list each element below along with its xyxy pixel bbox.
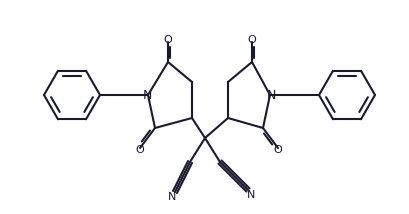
Text: O: O xyxy=(135,145,144,155)
Text: O: O xyxy=(247,35,256,45)
Text: O: O xyxy=(163,35,172,45)
Text: O: O xyxy=(273,145,282,155)
Text: N: N xyxy=(266,89,275,101)
Text: N: N xyxy=(142,89,151,101)
Text: N: N xyxy=(246,190,254,200)
Text: N: N xyxy=(167,192,176,202)
